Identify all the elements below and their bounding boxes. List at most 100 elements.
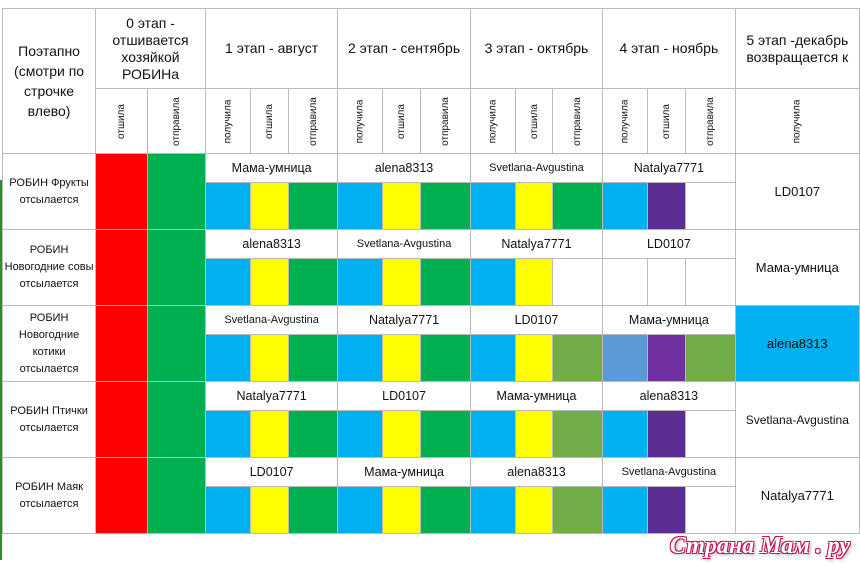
sub-header-sent: отправила xyxy=(287,88,339,154)
sub-header-sewed: отшила xyxy=(646,88,686,154)
sub-header-received: получила xyxy=(602,88,648,154)
robin-row-names: РОБИН Новогодние котики отсылается Svetla… xyxy=(1,305,860,382)
stage-5-recipient: alena8313 xyxy=(734,305,860,382)
schedule-table: Поэтапно (смотри по строчке влево) 0 эта… xyxy=(1,8,860,534)
status-cell xyxy=(337,258,384,306)
status-cell xyxy=(337,334,384,382)
status-cell xyxy=(337,486,384,534)
status-cell xyxy=(287,334,339,382)
status-cell xyxy=(204,182,251,230)
stage-0-header: 0 этап - отшивается хозяйкой РОБИНа xyxy=(95,8,206,89)
status-cell xyxy=(602,410,648,458)
status-cell xyxy=(552,258,604,306)
sub-header-sewed: отшила xyxy=(514,88,554,154)
robin-row-label: РОБИН Новогодние котики отсылается xyxy=(1,305,97,382)
status-cell xyxy=(419,258,471,306)
stage-4-participant: Natalya7771 xyxy=(602,153,736,183)
status-cell xyxy=(684,486,736,534)
status-cell xyxy=(419,182,471,230)
status-cell xyxy=(469,410,516,458)
stage-0-sent-cell xyxy=(147,153,206,230)
robin-row-label: РОБИН Новогодние совы отсылается xyxy=(1,229,97,306)
status-cell xyxy=(419,410,471,458)
stage-0-sewed-cell xyxy=(95,305,149,382)
robin-row-label: РОБИН Маяк отсылается xyxy=(1,457,97,534)
stage-0-sewed-cell xyxy=(95,153,149,230)
sub-header-received: получила xyxy=(469,88,516,154)
status-cell xyxy=(249,182,289,230)
status-cell xyxy=(287,258,339,306)
robin-row-status xyxy=(3,486,860,534)
robin-row-label: РОБИН Фрукты отсылается xyxy=(1,153,97,230)
stage-0-sent-cell xyxy=(147,381,206,458)
status-cell xyxy=(204,486,251,534)
left-edge-marker xyxy=(0,180,2,560)
sub-header-sewed: отшила xyxy=(249,88,289,154)
status-cell xyxy=(382,410,421,458)
status-cell xyxy=(287,410,339,458)
robin-row-status xyxy=(3,182,860,230)
robin-row-status xyxy=(3,410,860,458)
status-cell xyxy=(419,486,471,534)
status-cell xyxy=(646,258,686,306)
status-cell xyxy=(419,334,471,382)
stage-3-participant: alena8313 xyxy=(469,457,604,487)
stage-1-participant: Svetlana-Avgustina xyxy=(204,305,339,335)
stage-0-sewed-cell xyxy=(95,457,149,534)
stage-2-participant: Natalya7771 xyxy=(337,305,471,335)
status-cell xyxy=(249,410,289,458)
stage-header-row: Поэтапно (смотри по строчке влево) 0 эта… xyxy=(1,8,860,154)
status-cell xyxy=(684,410,736,458)
sub-header-received: получила xyxy=(337,88,384,154)
status-cell xyxy=(249,486,289,534)
status-cell xyxy=(514,182,554,230)
status-cell xyxy=(684,182,736,230)
sub-header-sent: отправила xyxy=(147,88,206,154)
status-cell xyxy=(337,410,384,458)
stage-2-participant: Svetlana-Avgustina xyxy=(337,229,471,259)
status-cell xyxy=(552,410,604,458)
status-cell xyxy=(382,182,421,230)
status-cell xyxy=(514,486,554,534)
stage-4-participant: Svetlana-Avgustina xyxy=(602,457,736,487)
sub-header-sent: отправила xyxy=(684,88,736,154)
stage-0-sent-cell xyxy=(147,457,206,534)
status-cell xyxy=(382,334,421,382)
status-cell xyxy=(646,486,686,534)
status-cell xyxy=(382,258,421,306)
sub-header-sent: отправила xyxy=(552,88,604,154)
status-cell xyxy=(469,334,516,382)
first-column-header: Поэтапно (смотри по строчке влево) xyxy=(1,8,97,154)
stage-5-recipient: LD0107 xyxy=(734,153,860,230)
stage-5-recipient: Natalya7771 xyxy=(734,457,860,534)
status-cell xyxy=(602,486,648,534)
status-cell xyxy=(287,486,339,534)
stage-2-participant: alena8313 xyxy=(337,153,471,183)
stage-0-sent-cell xyxy=(147,305,206,382)
status-cell xyxy=(469,486,516,534)
stage-3-participant: LD0107 xyxy=(469,305,604,335)
status-cell xyxy=(204,410,251,458)
status-cell xyxy=(382,486,421,534)
stage-5-recipient: Мама-умница xyxy=(734,229,860,306)
sub-header-row: отшила отправила получила отшила отправи… xyxy=(3,88,860,154)
stage-3-participant: Svetlana-Avgustina xyxy=(469,153,604,183)
stage-0-sewed-cell xyxy=(95,229,149,306)
robin-row-names: РОБИН Птички отсылается Natalya7771 LD0107… xyxy=(1,381,860,458)
stage-4-participant: Мама-умница xyxy=(602,305,736,335)
status-cell xyxy=(469,182,516,230)
robin-row-names: РОБИН Фрукты отсылается Мама-умница alena8… xyxy=(1,153,860,230)
stage-5-recipient: Svetlana-Avgustina xyxy=(734,381,860,458)
status-cell xyxy=(552,486,604,534)
robin-row-label: РОБИН Птички отсылается xyxy=(1,381,97,458)
stage-0-sent-cell xyxy=(147,229,206,306)
status-cell xyxy=(684,258,736,306)
status-cell xyxy=(337,182,384,230)
status-cell xyxy=(646,410,686,458)
stage-5-header: 5 этап -декабрь возвращается к xyxy=(734,8,860,89)
sub-header-received: получила xyxy=(204,88,251,154)
stage-1-participant: Мама-умница xyxy=(204,153,339,183)
stage-1-header: 1 этап - август xyxy=(204,8,339,89)
stage-4-participant: LD0107 xyxy=(602,229,736,259)
sub-header-sewed: отшила xyxy=(382,88,421,154)
